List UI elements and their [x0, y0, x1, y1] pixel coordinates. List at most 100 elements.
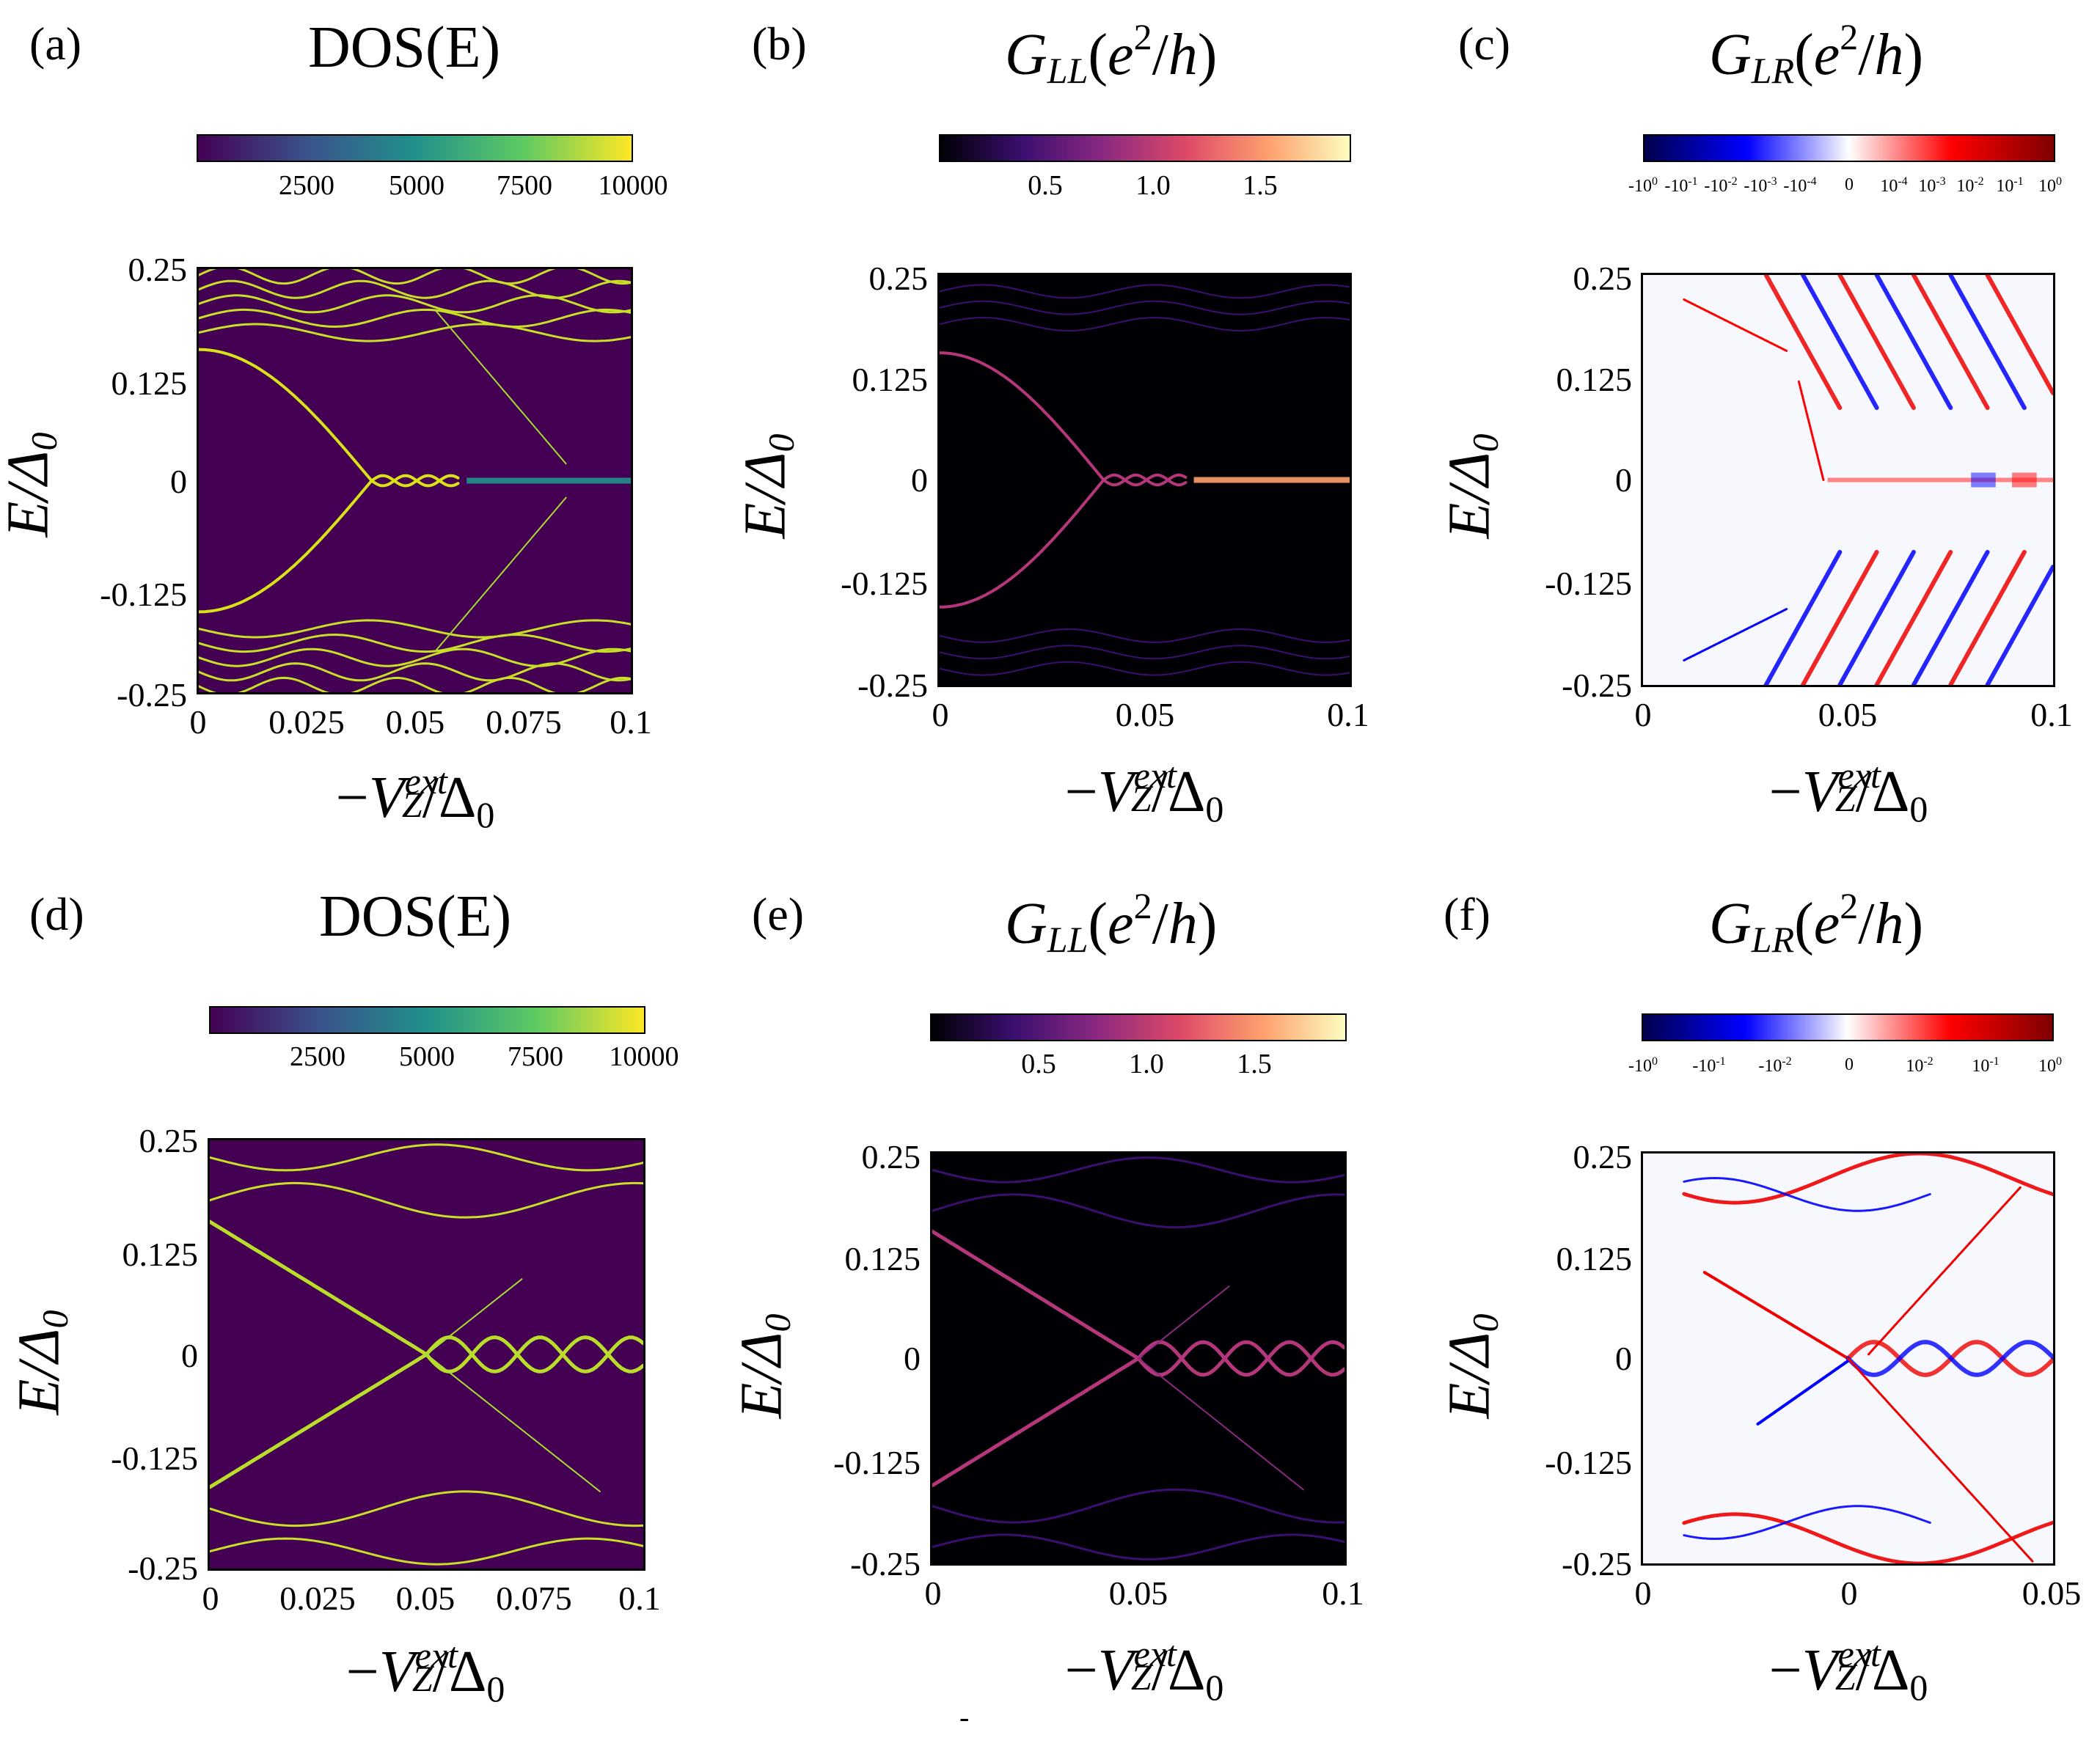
band-line — [932, 1533, 1344, 1560]
y-tick: -0.125 — [833, 1444, 921, 1481]
y-tick: 0 — [911, 461, 928, 499]
dos-curves-d — [210, 1143, 643, 1566]
y-tick: -0.125 — [1545, 565, 1632, 602]
x-tick: 0 — [1634, 1574, 1652, 1612]
crossing-line — [425, 1354, 601, 1492]
glr-band-line — [1683, 1176, 1931, 1212]
y-tick: 0.25 — [139, 1122, 199, 1159]
x-tick: 0.05 — [385, 703, 445, 741]
zero-mode-blob — [1971, 472, 1996, 488]
colorbar-tick: 100 — [2038, 1055, 2062, 1076]
y-tick: 0.125 — [1556, 1240, 1633, 1277]
x-tick: 0.075 — [486, 703, 562, 741]
y-tick: -0.25 — [850, 1545, 921, 1582]
x-tick: 0 — [1634, 696, 1652, 733]
band-line — [210, 1143, 643, 1172]
band-line — [932, 1193, 1344, 1229]
band-line — [199, 269, 631, 285]
x-tick: 0 — [1840, 1574, 1858, 1612]
colorbar-tick: 0.5 — [1021, 1049, 1056, 1079]
y-tick: -0.25 — [128, 1549, 198, 1587]
y-tick: 0 — [904, 1340, 921, 1377]
glr-band-line — [1763, 549, 1843, 685]
colorbar-tick: -10-2 — [1704, 175, 1738, 196]
glr-band-line — [1763, 275, 1843, 411]
band-line — [199, 323, 631, 342]
glr-band-line — [1911, 275, 1990, 411]
heatmap-e — [930, 1151, 1347, 1566]
glr-band-line — [1801, 549, 1879, 685]
subgap-state-line — [210, 1219, 643, 1373]
colorbar-tick: -10-2 — [1758, 1055, 1792, 1076]
colorbar-tick: 1.0 — [1135, 170, 1171, 201]
band-line — [199, 619, 631, 639]
y-tick: -0.25 — [1562, 1545, 1632, 1582]
panel-title-b: GLL(e2/h) — [1005, 16, 1218, 91]
colorbar-tick: 10-4 — [1880, 175, 1908, 196]
band-line — [210, 1181, 643, 1219]
x-tick: 0.025 — [268, 703, 345, 741]
band-line — [940, 284, 1350, 299]
x-axis-label: −VextZ/Δ0 — [335, 760, 495, 835]
y-tick: -0.125 — [1545, 1444, 1632, 1481]
y-axis-label: E/Δ0 — [7, 1310, 76, 1415]
y-tick: 0.25 — [128, 251, 188, 288]
glr-band-line — [1985, 275, 2053, 395]
subgap-state-line — [932, 1229, 1344, 1377]
glr-band-line — [1682, 1512, 2053, 1563]
y-tick: 0 — [1615, 461, 1632, 499]
y-tick: -0.25 — [857, 667, 928, 704]
glr-crossing-line — [1797, 380, 1825, 481]
colorbar-tick: -10-1 — [1664, 175, 1698, 196]
panel-title-f: GLR(e2/h) — [1709, 885, 1924, 960]
colorbar-tick: 2500 — [290, 1041, 345, 1072]
crossing-line — [436, 496, 567, 651]
y-tick: 0.125 — [111, 364, 188, 402]
x-axis-label: −VextZ/Δ0 — [345, 1635, 505, 1709]
colorbar-tick: -100 — [1628, 1055, 1658, 1076]
x-tick: 0.05 — [1818, 696, 1878, 733]
x-tick: 0.05 — [1108, 1574, 1168, 1612]
y-tick: -0.125 — [841, 565, 928, 602]
panel-title-d: DOS(E) — [319, 884, 512, 949]
y-tick: -0.25 — [1562, 667, 1632, 704]
y-tick: 0 — [181, 1337, 198, 1374]
glr-crossing-line — [1867, 1186, 2022, 1356]
glr-dot-line — [1683, 298, 1788, 352]
x-axis-label: −VextZ/Δ0 — [1768, 755, 1928, 829]
crossing-line — [1138, 1357, 1304, 1491]
zero-mode-line — [1193, 477, 1350, 483]
heatmap-f — [1641, 1151, 2055, 1566]
colorbar-tick: -10-3 — [1744, 175, 1777, 196]
colorbar-tick: -10-1 — [1692, 1055, 1726, 1076]
x-axis-label: −VextZ/Δ0 — [1064, 755, 1224, 829]
panel-label-b: (b) — [752, 18, 807, 70]
glr-band-line — [1683, 1505, 1931, 1541]
x-tick: 0.1 — [1327, 696, 1369, 733]
colorbar-tick: 1.5 — [1237, 1049, 1272, 1079]
colorbar-tick: 0 — [1845, 175, 1854, 194]
colorbar-tick: -100 — [1628, 175, 1658, 196]
y-tick: 0.25 — [861, 1138, 921, 1175]
x-tick: 0.025 — [279, 1580, 356, 1617]
y-axis-label: E/Δ0 — [1437, 433, 1506, 539]
panel-label-e: (e) — [752, 888, 805, 940]
y-tick: 0 — [1615, 1340, 1632, 1377]
band-line — [940, 645, 1350, 660]
gll-curves-e — [932, 1156, 1344, 1560]
band-line — [932, 1488, 1344, 1524]
x-axis-label: −VextZ/Δ0 — [1768, 1633, 1928, 1708]
gll-curves-b — [940, 284, 1350, 676]
glr-band-line — [1837, 549, 1916, 685]
colorbar-b — [939, 134, 1351, 162]
colorbar-tick: 10-2 — [1906, 1055, 1933, 1076]
colorbar-tick: 10-1 — [1972, 1055, 2000, 1076]
y-tick: 0.25 — [868, 260, 929, 297]
glr-curves-f — [1682, 1153, 2053, 1563]
panel-label-f: (f) — [1444, 888, 1490, 940]
glr-band-line — [1948, 549, 2027, 685]
y-tick: 0.125 — [852, 361, 929, 398]
y-tick: 0.25 — [1573, 260, 1633, 297]
panel-label-a: (a) — [29, 18, 82, 70]
glr-crossing-line — [1847, 1357, 2034, 1563]
